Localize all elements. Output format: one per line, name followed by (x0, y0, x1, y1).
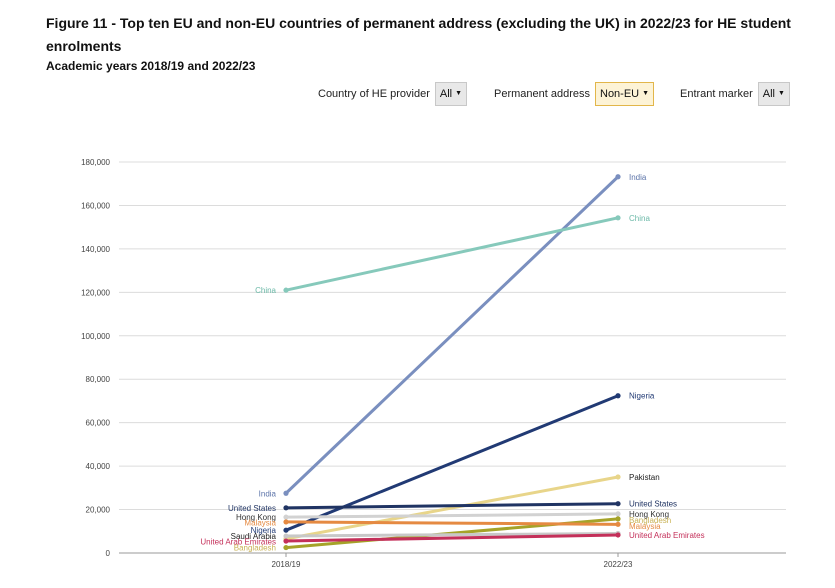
series-line-malaysia (284, 520, 620, 526)
data-point-nigeria (615, 393, 621, 399)
y-tick-label: 80,000 (86, 375, 111, 384)
data-point-hong-kong (615, 511, 621, 517)
y-tick-label: 120,000 (81, 288, 110, 297)
series-label-left: United Arab Emirates (200, 538, 276, 547)
y-tick-label: 60,000 (86, 419, 111, 428)
entrant-marker-filter: Entrant marker All ▼ (680, 82, 790, 106)
data-point-nigeria (283, 527, 289, 533)
y-tick-label: 20,000 (86, 506, 111, 515)
data-point-united-states (283, 505, 289, 511)
y-tick-label: 0 (106, 549, 111, 558)
series-label-right: United Arab Emirates (629, 531, 705, 540)
series-label-right: China (629, 214, 650, 223)
data-point-pakistan (615, 474, 621, 480)
provider-select-value: All (439, 88, 453, 100)
data-point-united-arab-emirates (283, 538, 289, 544)
series-line-pakistan (284, 475, 620, 541)
entrant-marker-filter-label: Entrant marker (680, 88, 753, 100)
data-point-india (615, 174, 621, 180)
data-point-china (283, 287, 289, 293)
permanent-address-select[interactable]: Non-EU ▼ (595, 82, 655, 106)
data-point-united-arab-emirates (615, 532, 621, 538)
permanent-address-filter: Permanent address Non-EU ▼ (494, 82, 655, 106)
permanent-address-filter-label: Permanent address (494, 88, 590, 100)
data-point-malaysia (615, 521, 621, 527)
x-tick-label: 2018/19 (272, 560, 301, 569)
series-line-saudi-arabia (284, 531, 620, 538)
series-label-left: China (255, 286, 276, 295)
chart-subtitle: Academic years 2018/19 and 2022/23 (46, 59, 256, 73)
series-label-right: Malaysia (629, 522, 661, 531)
permanent-address-select-value: Non-EU (600, 88, 640, 100)
entrant-marker-select[interactable]: All ▼ (757, 82, 790, 106)
series-label-left: India (259, 489, 277, 498)
y-tick-label: 100,000 (81, 332, 110, 341)
series-label-left: Bangladesh (234, 544, 276, 553)
series-label-left: Hong Kong (236, 513, 276, 522)
series-line-united-states (284, 502, 620, 510)
series-label-right: India (629, 173, 647, 182)
series-label-left: Malaysia (244, 519, 276, 528)
series-label-left: Nigeria (251, 526, 277, 535)
data-point-hong-kong (283, 514, 289, 520)
series-line-china (284, 216, 620, 292)
x-tick-label: 2022/23 (604, 560, 633, 569)
series-line-united-arab-emirates (284, 533, 620, 543)
series-label-right: Nigeria (629, 392, 655, 401)
series-line-hong-kong (284, 512, 620, 519)
data-point-united-states (615, 501, 621, 507)
series-label-right: United States (629, 500, 677, 509)
series-label-right: Bangladesh (629, 516, 671, 525)
y-tick-label: 140,000 (81, 245, 110, 254)
chevron-down-icon: ▼ (455, 90, 463, 97)
provider-filter: Country of HE provider All ▼ (318, 82, 468, 106)
data-point-saudi-arabia (283, 533, 289, 539)
chevron-down-icon: ▼ (642, 90, 650, 97)
y-tick-label: 160,000 (81, 201, 110, 210)
series-label-left: Saudi Arabia (231, 532, 277, 541)
series-label-right: Hong Kong (629, 510, 669, 519)
filter-bar: Country of HE provider All ▼ Permanent a… (0, 82, 835, 108)
series-label-left: United States (228, 504, 276, 513)
y-tick-label: 40,000 (86, 462, 111, 471)
data-point-bangladesh (615, 516, 621, 522)
data-point-india (283, 490, 289, 496)
chevron-down-icon: ▼ (777, 90, 785, 97)
y-tick-label: 180,000 (81, 158, 110, 167)
data-point-malaysia (283, 519, 289, 525)
provider-filter-label: Country of HE provider (318, 88, 430, 100)
data-point-china (615, 215, 621, 221)
chart-title: Figure 11 - Top ten EU and non-EU countr… (46, 15, 791, 54)
series-line-india (284, 175, 620, 495)
entrant-marker-select-value: All (762, 88, 775, 100)
series-label-right: Pakistan (629, 473, 660, 482)
provider-select[interactable]: All ▼ (434, 82, 468, 106)
data-point-bangladesh (283, 544, 289, 551)
